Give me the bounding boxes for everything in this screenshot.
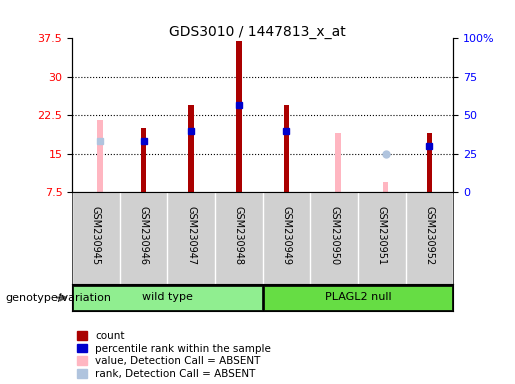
Bar <box>97 120 102 192</box>
Text: GSM230949: GSM230949 <box>282 206 291 265</box>
Text: GDS3010 / 1447813_x_at: GDS3010 / 1447813_x_at <box>169 25 346 39</box>
Text: GSM230952: GSM230952 <box>424 206 434 265</box>
Bar <box>73 286 262 310</box>
Text: wild type: wild type <box>142 292 193 302</box>
Text: GSM230948: GSM230948 <box>234 206 244 265</box>
Bar <box>264 286 452 310</box>
Text: GSM230951: GSM230951 <box>377 206 387 265</box>
Bar <box>284 105 289 192</box>
Text: genotype/variation: genotype/variation <box>5 293 111 303</box>
Text: GSM230947: GSM230947 <box>186 206 196 265</box>
Bar <box>383 182 388 192</box>
Text: GSM230950: GSM230950 <box>329 206 339 265</box>
Bar <box>141 128 146 192</box>
Bar <box>236 41 242 192</box>
Bar <box>188 105 194 192</box>
Legend: count, percentile rank within the sample, value, Detection Call = ABSENT, rank, : count, percentile rank within the sample… <box>77 331 271 379</box>
Bar <box>426 133 432 192</box>
Bar <box>335 133 341 192</box>
Text: GSM230946: GSM230946 <box>139 206 148 265</box>
Text: GSM230945: GSM230945 <box>91 206 101 265</box>
Text: PLAGL2 null: PLAGL2 null <box>324 292 391 302</box>
